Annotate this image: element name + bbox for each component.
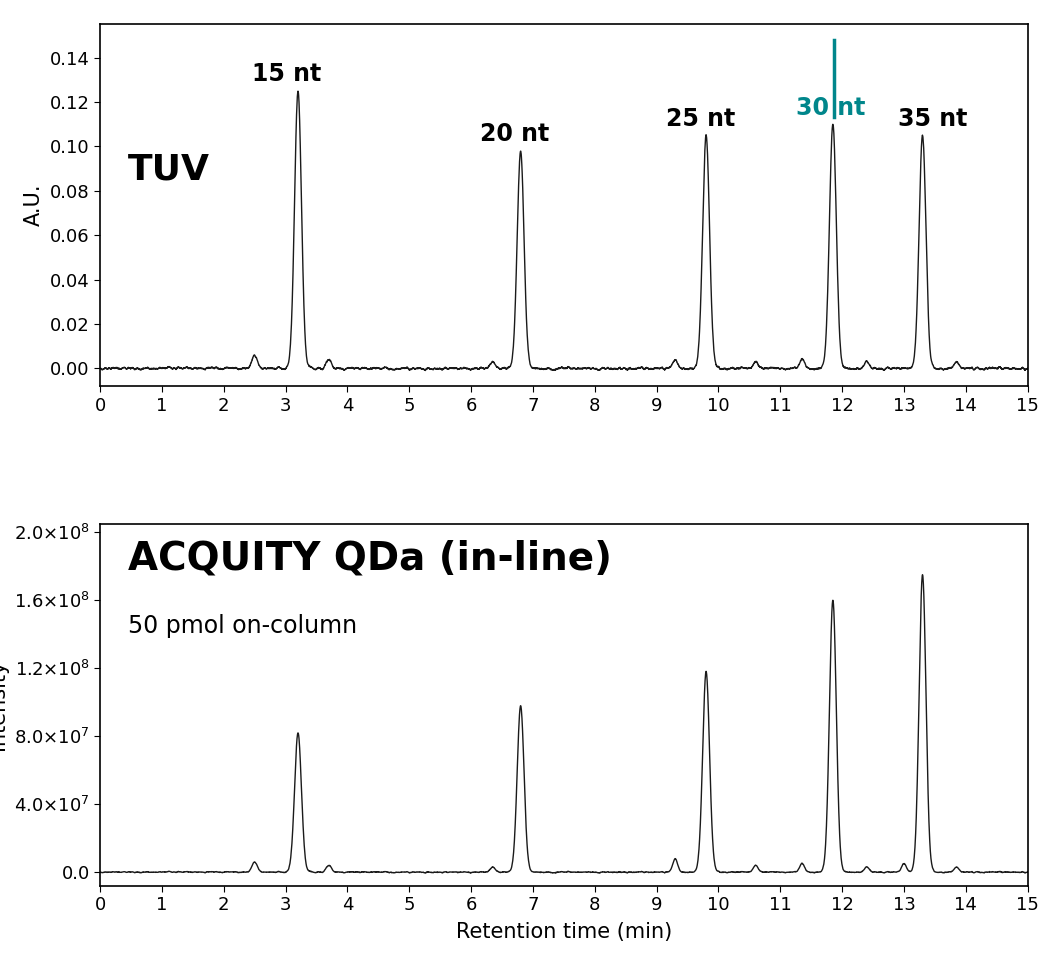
Y-axis label: A.U.: A.U. xyxy=(24,184,44,227)
X-axis label: Retention time (min): Retention time (min) xyxy=(455,923,672,943)
Text: 15 nt: 15 nt xyxy=(252,62,320,86)
Text: 30 nt: 30 nt xyxy=(796,96,865,120)
Text: 35 nt: 35 nt xyxy=(898,106,968,131)
Text: ACQUITY QDa (in-line): ACQUITY QDa (in-line) xyxy=(128,539,612,577)
Text: 25 nt: 25 nt xyxy=(666,106,736,131)
Text: TUV: TUV xyxy=(128,152,210,186)
Text: 20 nt: 20 nt xyxy=(481,122,550,146)
Y-axis label: Intensity: Intensity xyxy=(0,659,8,750)
Text: 50 pmol on-column: 50 pmol on-column xyxy=(128,614,357,638)
